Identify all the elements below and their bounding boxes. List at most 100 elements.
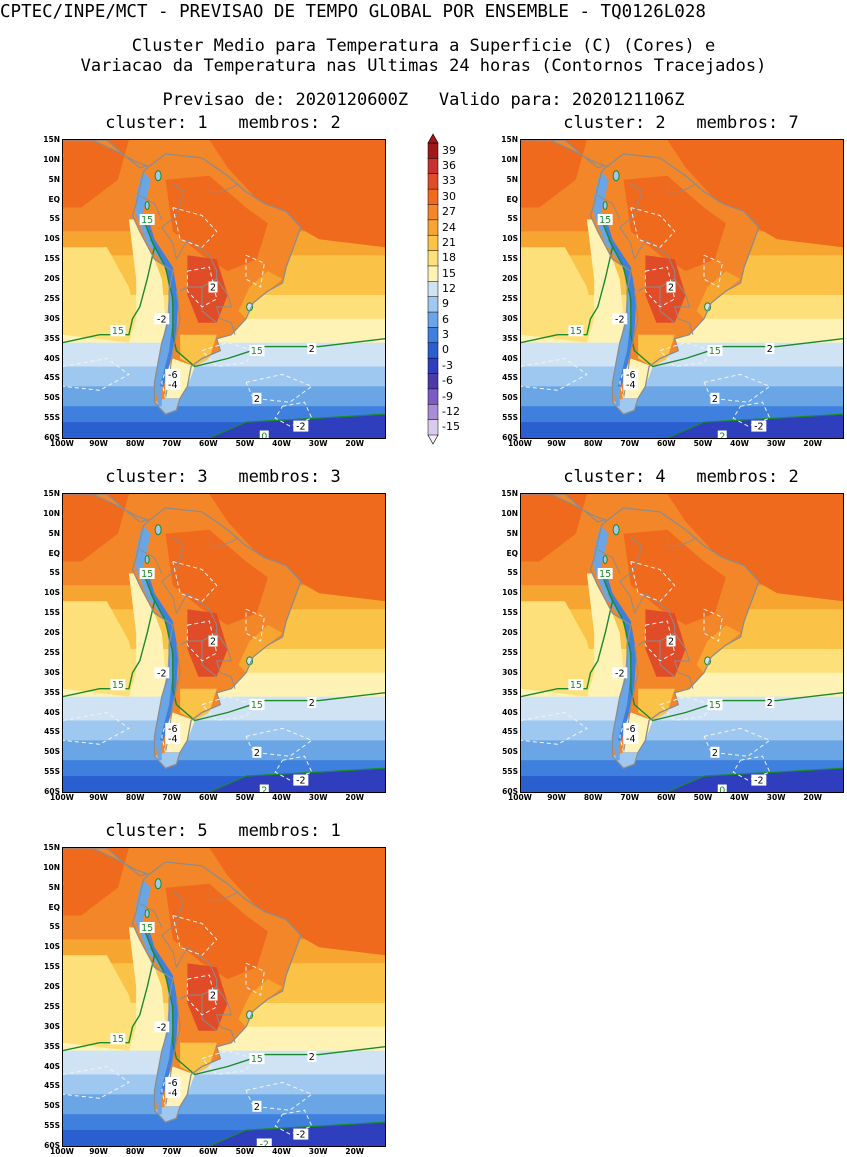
latitude-label: 50S [44,1101,60,1111]
contour-label-bg [717,784,727,792]
country-border [208,179,239,193]
header-subtitle-2: Variacao da Temperatura nas Ultimas 24 h… [80,56,767,76]
longitude-label: 30W [308,793,328,802]
temperature-change-contour [63,1065,130,1099]
colorbar-level-label: -6 [442,374,453,388]
colorbar-swatch [427,250,439,267]
latitude-label: 15N [43,135,60,144]
cluster-map: 15 15 15 2 -2 -6 -4 2 -2 2 -2 [62,847,386,1147]
contour-label-bg [139,213,155,225]
temperature-change-contour [201,342,255,368]
colorbar-level-label: 21 [442,235,456,249]
latitude-label: 10S [44,234,60,244]
latitude-label: 5S [507,568,518,578]
contour-label-bg [307,1051,317,1063]
colorbar-swatch [427,281,439,298]
contour-label-bg [717,430,727,438]
isotherm-15 [608,238,843,368]
temperature-change-contour [521,357,588,391]
colorbar-level-label: 30 [442,189,456,203]
latitude-label: 60S [44,1141,60,1150]
longitude-label: 20W [345,793,365,802]
country-border [161,537,185,614]
temperature-change-contour [245,254,265,288]
contour-label: -4 [168,380,177,391]
latitude-label: 40S [502,707,518,717]
coastline [131,153,302,415]
andes-cold-strip [594,171,635,407]
contour-label: -2 [157,1022,166,1033]
colorbar-level-label: 39 [442,143,456,157]
contour-label-bg [293,420,309,432]
temperature-band [63,366,385,387]
contour-label: 15 [251,1054,263,1065]
contour-label-bg [751,774,767,786]
contour-label-bg [623,722,639,734]
latitude-label: 20S [502,274,518,284]
longitude-label: 70W [162,439,182,448]
warm-ocean-area [667,494,843,602]
temperature-band [63,696,385,721]
chaco-hot-area [187,963,228,1031]
latitude-label: 45S [44,1081,60,1091]
cool-ocean-area [63,955,137,1051]
contour-label-bg [623,378,639,390]
temperature-band [521,342,843,367]
longitude-label: 20W [345,1147,365,1156]
temperature-change-contour [619,719,635,754]
contour-label: 15 [141,923,153,934]
contour-label-bg [597,567,613,579]
contour-label-bg [208,989,218,1001]
latitude-label: 10N [43,508,60,518]
coastline [131,861,302,1123]
pampa-area [638,688,675,721]
contour-label-bg [165,378,181,390]
cluster-title: cluster: 3 membros: 3 [105,467,341,487]
andes-core-strip [147,569,179,741]
contour-label-bg [252,392,262,404]
colorbar-swatch [427,234,439,252]
temperature-change-contour [245,727,313,757]
longitude-label: 40W [272,439,291,448]
andes-core-strip [147,215,179,387]
longitude-label: 70W [162,1147,182,1156]
temperature-change-contour [245,962,265,996]
coastline [589,153,760,415]
latitude-label: 10N [43,154,60,164]
country-border [161,891,185,968]
isotherm-0 [667,413,843,438]
latitude-label: 35S [44,333,60,343]
warm-ocean-area [209,494,385,602]
longitude-label: 20W [803,793,823,802]
contour-label-bg [110,325,126,337]
isotherm-15 [521,573,614,698]
contour-label: 15 [141,215,153,226]
coastline [521,140,608,169]
cool-spot [154,878,162,890]
pampa-area [180,334,217,367]
pampa-area [180,688,217,721]
temperature-change-contour [619,365,635,400]
temperature-band [63,342,385,367]
country-border [659,641,676,678]
contour-label: 15 [112,1034,124,1045]
latitude-label: EQ [48,194,61,204]
contour-label-bg [765,343,775,355]
longitude-label: 40W [730,439,749,448]
isotherm-15 [150,238,385,368]
contour-label-bg [154,667,170,679]
latitude-label: 40S [44,707,60,717]
coastline [521,494,608,523]
temperature-change-contour [703,727,771,757]
contour-label: 2 [668,637,674,648]
longitude-label: 80W [583,793,603,802]
longitude-label: 100W [508,793,532,802]
latitude-label: 15N [43,489,60,498]
contour-label: 2 [668,283,674,294]
contour-label-bg [259,430,269,438]
temperature-change-contour [703,373,771,403]
isotherm-15 [608,592,843,722]
cluster-map: 15 15 15 2 -2 -6 -4 2 -2 2 2 [62,493,386,793]
latitude-label: 10S [502,588,518,598]
cool-spot [602,201,608,211]
